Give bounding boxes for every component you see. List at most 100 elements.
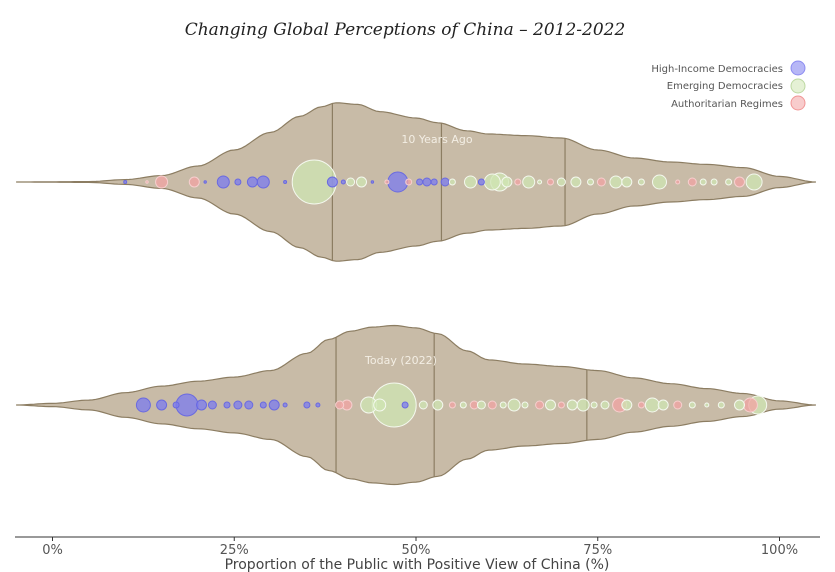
data-point xyxy=(476,400,486,410)
data-point xyxy=(282,402,288,408)
legend-label-authoritarian: Authoritarian Regimes xyxy=(671,99,783,110)
panel-label-10-years-ago: 10 Years Ago xyxy=(401,133,473,146)
violin-panel-10-years-ago xyxy=(16,102,816,262)
data-point xyxy=(283,180,288,184)
data-point xyxy=(621,399,633,411)
data-point xyxy=(259,401,267,409)
chart-title: Changing Global Perceptions of China – 2… xyxy=(185,20,626,40)
data-point xyxy=(156,399,168,411)
data-point xyxy=(687,177,697,187)
data-point xyxy=(145,180,149,184)
data-point xyxy=(416,178,424,186)
data-point xyxy=(600,400,610,410)
data-point xyxy=(387,171,409,193)
x-tick-label: 100% xyxy=(761,543,798,558)
data-point xyxy=(405,178,413,186)
data-point xyxy=(637,178,645,186)
data-point xyxy=(717,401,725,409)
data-point xyxy=(370,180,375,184)
data-point xyxy=(637,401,645,409)
data-point xyxy=(203,180,207,184)
data-point xyxy=(246,176,258,188)
data-point xyxy=(268,399,280,411)
data-point xyxy=(675,179,681,185)
data-point xyxy=(216,175,230,189)
data-point xyxy=(196,399,207,411)
data-point xyxy=(609,175,623,189)
x-tick-label: 75% xyxy=(583,543,612,558)
data-point xyxy=(587,178,594,186)
legend-marker-high-income xyxy=(790,60,806,76)
data-point xyxy=(507,398,521,412)
data-point xyxy=(621,176,633,188)
data-point xyxy=(384,179,390,185)
data-point xyxy=(233,400,243,410)
data-point xyxy=(448,401,456,409)
data-point xyxy=(644,397,660,413)
data-point xyxy=(188,176,200,188)
data-point xyxy=(688,401,696,409)
data-point xyxy=(657,399,669,411)
data-point xyxy=(172,401,180,409)
data-point xyxy=(401,401,409,409)
data-point xyxy=(742,397,758,413)
data-point xyxy=(501,176,513,188)
data-point xyxy=(514,178,522,186)
legend-label-high-income: High-Income Democracies xyxy=(651,64,783,75)
data-point xyxy=(734,176,745,188)
data-point xyxy=(373,398,387,412)
legend: High-Income Democracies Emerging Democra… xyxy=(651,60,806,111)
legend-marker-authoritarian xyxy=(790,95,806,111)
data-point xyxy=(315,402,321,408)
data-point xyxy=(590,401,598,409)
data-point xyxy=(566,399,578,411)
data-point xyxy=(155,175,169,189)
data-point xyxy=(440,177,450,187)
data-point xyxy=(303,401,311,409)
data-point xyxy=(335,400,345,410)
x-tick-label: 25% xyxy=(220,543,249,558)
data-point xyxy=(557,401,565,409)
data-point xyxy=(704,402,710,408)
data-point xyxy=(483,173,501,191)
data-point xyxy=(547,178,554,186)
data-point xyxy=(673,400,683,410)
data-point xyxy=(244,400,254,410)
data-point xyxy=(522,175,536,189)
x-tick-label: 50% xyxy=(402,543,431,558)
data-point xyxy=(432,399,444,411)
data-point xyxy=(556,177,566,187)
data-point xyxy=(422,177,432,187)
data-point xyxy=(459,401,467,409)
data-point xyxy=(430,178,438,186)
data-point xyxy=(326,176,338,188)
data-point xyxy=(545,399,556,411)
legend-label-emerging: Emerging Democracies xyxy=(667,81,783,92)
data-point xyxy=(521,401,529,409)
violin-panel-today-2022 xyxy=(16,324,816,486)
data-point xyxy=(596,177,606,187)
data-point xyxy=(710,178,718,186)
data-point xyxy=(734,399,745,411)
data-point xyxy=(535,400,545,410)
data-point xyxy=(346,177,356,187)
data-point xyxy=(570,176,582,188)
data-point xyxy=(123,180,128,184)
data-point xyxy=(340,179,346,185)
data-point xyxy=(256,175,270,189)
data-point xyxy=(448,178,456,186)
data-point xyxy=(418,400,428,410)
violin-body xyxy=(16,102,816,262)
data-point xyxy=(234,178,242,186)
data-point xyxy=(223,401,231,409)
data-point xyxy=(652,174,667,190)
data-point xyxy=(207,400,217,410)
data-point xyxy=(699,178,707,186)
x-axis-label: Proportion of the Public with Positive V… xyxy=(225,557,610,572)
data-point xyxy=(477,178,485,186)
panel-label-today-2022: Today (2022) xyxy=(364,354,437,367)
legend-marker-emerging xyxy=(790,78,806,94)
data-point xyxy=(487,400,497,410)
data-point xyxy=(464,175,477,189)
